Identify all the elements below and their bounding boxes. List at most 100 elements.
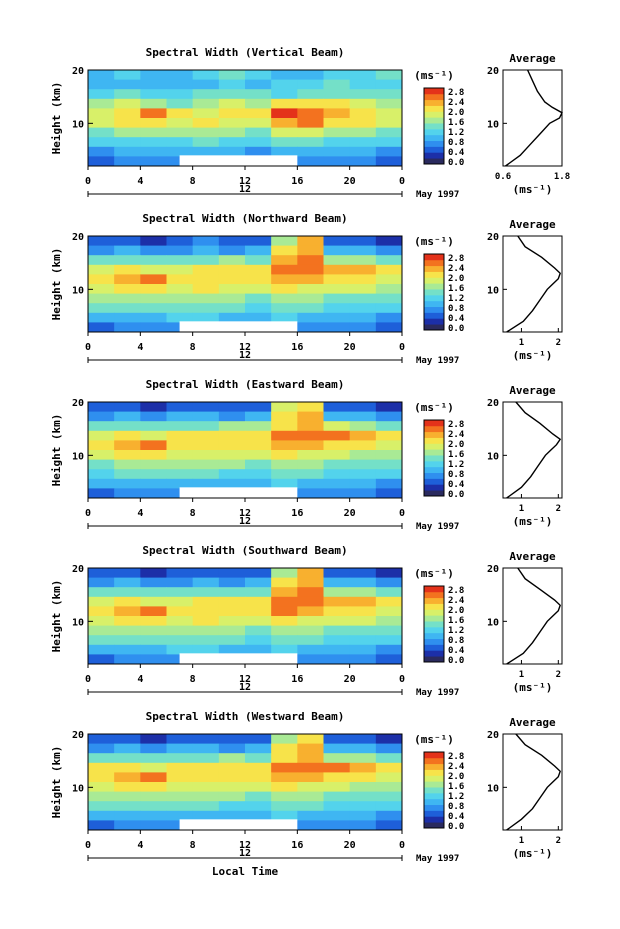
heatmap-cell: [375, 596, 403, 607]
heatmap-cell: [166, 753, 194, 764]
heatmap-cell: [140, 478, 167, 489]
colorbar-swatch: [424, 437, 444, 444]
profile-line: [506, 401, 562, 499]
heatmap-cell: [88, 146, 115, 157]
heatmap-cell: [375, 440, 403, 451]
heatmap-cell: [375, 264, 403, 275]
heatmap-cell: [218, 70, 246, 81]
colorbar-swatch: [424, 324, 444, 331]
heatmap-cell: [323, 568, 351, 579]
heatmap-cell: [114, 450, 141, 461]
heatmap-cell: [375, 79, 403, 90]
heatmap-cell: [192, 312, 220, 323]
heatmap-cell: [375, 70, 403, 81]
colorbar-tick-label: 2.8: [448, 88, 464, 98]
heatmap-cell: [271, 743, 298, 754]
heatmap-cell: [166, 89, 194, 100]
heatmap-cell: [88, 137, 115, 148]
heatmap-cell: [88, 616, 115, 627]
y-tick-label: 20: [72, 730, 84, 741]
heatmap-cell: [245, 606, 272, 617]
heatmap-cell: [271, 469, 298, 480]
panel-title: Spectral Width (Eastward Beam): [146, 378, 345, 391]
heatmap-cell: [297, 98, 324, 109]
heatmap-cell: [271, 753, 298, 764]
heatmap-cell: [114, 255, 141, 266]
heatmap-cell: [114, 79, 141, 90]
y-tick-label: 20: [72, 66, 84, 77]
heatmap-cell: [114, 293, 141, 304]
colorbar-tick-label: 0.8: [448, 636, 464, 646]
profile-frame: [502, 235, 563, 333]
colorbar-frame: [423, 253, 445, 331]
heatmap-cell: [349, 625, 377, 636]
heatmap-cell: [140, 654, 167, 665]
heatmap-cell: [349, 236, 377, 247]
profile-y-tick-label: 20: [487, 564, 499, 575]
heatmap-cell: [166, 411, 194, 422]
heatmap-cell: [375, 303, 403, 314]
heatmap-cell: [375, 284, 403, 295]
heatmap-cell: [114, 459, 141, 470]
heatmap-cell: [218, 293, 246, 304]
heatmap-cell: [88, 421, 115, 432]
heatmap-cell: [245, 577, 272, 588]
heatmap-cell: [349, 303, 377, 314]
heatmap-cell: [375, 450, 403, 461]
heatmap-cell: [349, 782, 377, 793]
heatmap-cell: [140, 312, 167, 323]
colorbar-frame: [423, 751, 445, 829]
colorbar-tick-label: 2.4: [448, 430, 465, 440]
heatmap-cell: [192, 478, 220, 489]
profile-x-tick-label: 2: [556, 338, 561, 348]
colorbar-swatch: [424, 128, 444, 136]
heatmap-cell: [323, 274, 351, 285]
heatmap-cell: [297, 459, 324, 470]
x-tick-label: 12: [239, 342, 251, 353]
x-tick-label: 20: [344, 674, 356, 685]
heatmap-cell: [349, 137, 377, 148]
heatmap-cell: [218, 734, 246, 745]
heatmap-cell: [166, 293, 194, 304]
heatmap-cell: [375, 98, 403, 109]
heatmap-cell: [166, 303, 194, 314]
profile-y-tick-label: 20: [487, 232, 499, 243]
heatmap-cell: [349, 577, 377, 588]
heatmap-cell: [114, 820, 141, 831]
colorbar-tick-label: 0.4: [448, 812, 465, 822]
heatmap-cell: [114, 284, 141, 295]
heatmap-cell: [88, 820, 115, 831]
profile-x-tick-label: 2: [556, 670, 561, 680]
heatmap-cell: [192, 440, 220, 451]
heatmap-cell: [88, 303, 115, 314]
heatmap-cell: [297, 743, 324, 754]
colorbar-swatch: [424, 449, 444, 456]
heatmap-cell: [349, 127, 377, 138]
heatmap-cell: [297, 264, 324, 275]
heatmap-cell: [375, 322, 403, 333]
heatmap-cell: [88, 801, 115, 812]
heatmap-cell: [323, 782, 351, 793]
heatmap-cell: [271, 146, 298, 157]
heatmap-cell: [375, 616, 403, 627]
panel-3: Spectral Width (Southward Beam)2010Heigh…: [50, 544, 563, 698]
heatmap-cell: [218, 791, 246, 802]
heatmap-cell: [271, 274, 298, 285]
heatmap-cell: [323, 450, 351, 461]
heatmap-cell: [349, 488, 377, 499]
heatmap-cell: [114, 772, 141, 783]
heatmap-cell: [218, 264, 246, 275]
heatmap-cell: [297, 255, 324, 266]
heatmap-cell: [271, 118, 298, 129]
heatmap-cell: [375, 255, 403, 266]
heatmap-cell: [375, 118, 403, 129]
heatmap-cell: [166, 146, 194, 157]
heatmap-cell: [140, 118, 167, 129]
heatmap-cell: [349, 587, 377, 598]
heatmap-cell: [166, 459, 194, 470]
heatmap-cell: [114, 274, 141, 285]
x-tick-label: 0: [85, 674, 91, 685]
colorbar-swatch: [424, 490, 444, 497]
colorbar-swatch: [424, 289, 444, 296]
heatmap-cell: [166, 577, 194, 588]
